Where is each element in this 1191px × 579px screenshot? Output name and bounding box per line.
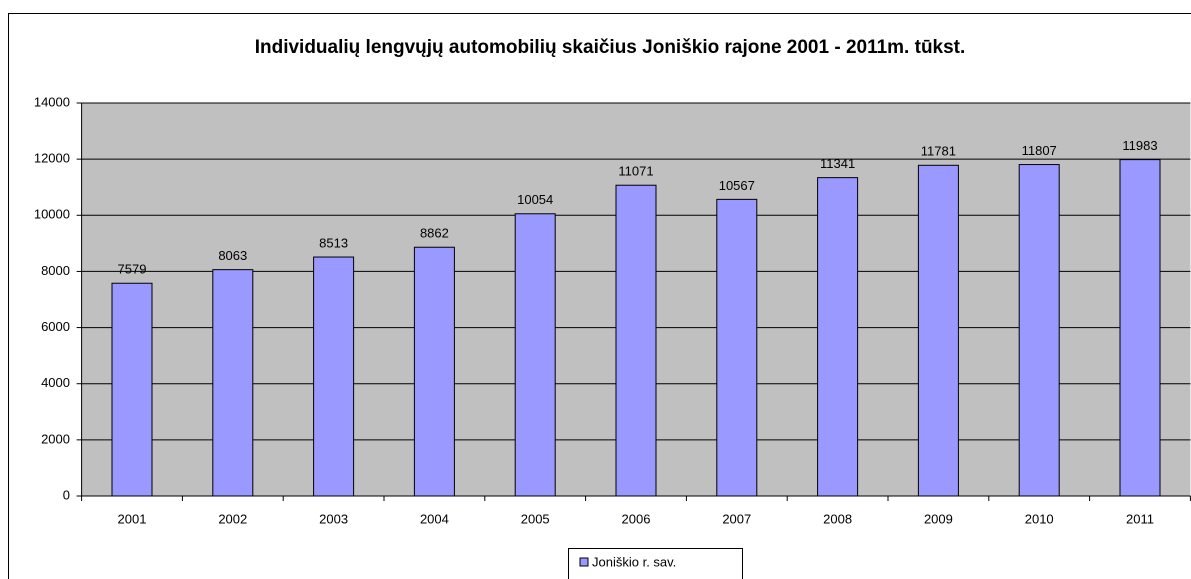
- data-label: 8513: [319, 235, 348, 250]
- bar: [1119, 159, 1161, 497]
- data-label: 11781: [921, 144, 956, 159]
- data-label: 11071: [618, 164, 653, 179]
- bar: [817, 177, 859, 497]
- x-tick-label: 2003: [319, 511, 348, 526]
- x-tick-label: 2001: [118, 511, 147, 526]
- bar: [917, 164, 959, 497]
- bar: [111, 282, 153, 497]
- legend-box: [568, 548, 743, 579]
- data-label: 11341: [820, 156, 855, 171]
- y-tick-label: 6000: [41, 319, 70, 334]
- x-tick-label: 2008: [823, 511, 852, 526]
- y-tick-label: 0: [63, 487, 70, 502]
- x-tick-label: 2002: [218, 511, 247, 526]
- data-label: 11983: [1122, 138, 1157, 153]
- data-label: 11807: [1022, 143, 1057, 158]
- bar: [615, 184, 657, 497]
- x-tick-label: 2004: [420, 511, 449, 526]
- bar: [212, 269, 254, 497]
- legend-label: Joniškio r. sav.: [592, 554, 676, 569]
- bar: [313, 256, 355, 497]
- bar: [716, 198, 758, 497]
- y-tick-label: 10000: [34, 207, 70, 222]
- chart-title: Individualių lengvųjų automobilių skaiči…: [255, 37, 966, 58]
- legend-swatch: [579, 557, 589, 567]
- x-tick-label: 2009: [924, 511, 953, 526]
- x-tick-label: 2005: [521, 511, 550, 526]
- data-label: 10054: [517, 192, 553, 207]
- bar: [413, 246, 455, 497]
- bar: [1018, 164, 1060, 497]
- data-label: 8063: [218, 248, 247, 263]
- bar: [514, 213, 556, 497]
- data-label: 10567: [719, 178, 755, 193]
- data-label: 7579: [118, 262, 147, 277]
- y-tick-label: 2000: [41, 431, 70, 446]
- x-tick-label: 2010: [1025, 511, 1054, 526]
- x-tick-label: 2011: [1126, 511, 1154, 526]
- data-label: 8862: [420, 226, 449, 241]
- x-tick-label: 2007: [722, 511, 751, 526]
- y-tick-label: 4000: [41, 375, 70, 390]
- y-tick-label: 14000: [34, 94, 70, 109]
- x-tick-label: 2006: [622, 511, 651, 526]
- y-tick-label: 12000: [34, 151, 70, 166]
- y-tick-label: 8000: [41, 263, 70, 278]
